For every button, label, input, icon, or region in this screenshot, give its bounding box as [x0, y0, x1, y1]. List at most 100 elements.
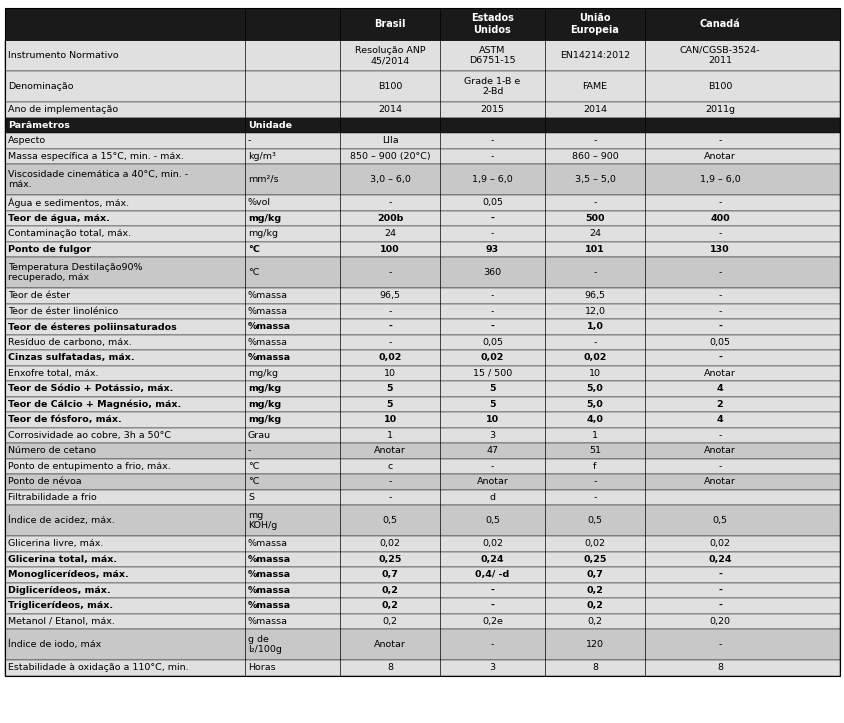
Text: -: -	[717, 586, 721, 595]
Text: 3: 3	[489, 663, 495, 672]
Text: c: c	[387, 462, 392, 471]
Text: 0,05: 0,05	[481, 198, 502, 208]
Text: 0,2: 0,2	[382, 617, 397, 625]
Text: 0,02: 0,02	[379, 539, 400, 548]
Text: kg/m³: kg/m³	[247, 152, 275, 161]
Text: Ponto de névoa: Ponto de névoa	[8, 477, 82, 487]
Text: Resolução ANP
45/2014: Resolução ANP 45/2014	[354, 46, 425, 65]
Text: Denominação: Denominação	[8, 82, 73, 91]
Bar	[5, 366, 839, 381]
Text: 0,02: 0,02	[481, 539, 502, 548]
Text: -: -	[247, 446, 251, 455]
Text: 2: 2	[716, 400, 722, 408]
Text: 24: 24	[383, 229, 396, 239]
Text: %massa: %massa	[247, 539, 288, 548]
Text: -: -	[388, 268, 392, 277]
Text: 0,7: 0,7	[381, 570, 398, 579]
Text: -: -	[592, 477, 596, 487]
Text: B100: B100	[377, 82, 402, 91]
Text: 0,02: 0,02	[709, 539, 729, 548]
Text: 0,2: 0,2	[587, 617, 602, 625]
Bar	[5, 40, 839, 71]
Text: Canadá: Canadá	[699, 19, 739, 29]
Text: °C: °C	[247, 245, 260, 254]
Text: 0,02: 0,02	[480, 354, 504, 362]
Text: -: -	[717, 462, 721, 471]
Text: 5,0: 5,0	[586, 400, 603, 408]
Text: 15 / 500: 15 / 500	[473, 369, 511, 377]
Text: -: -	[490, 586, 494, 595]
Text: Monoglicerídeos, máx.: Monoglicerídeos, máx.	[8, 570, 128, 579]
Bar	[5, 458, 839, 474]
Text: 10: 10	[485, 415, 499, 424]
Text: B100: B100	[707, 82, 731, 91]
Text: -: -	[717, 640, 721, 649]
Bar	[5, 614, 839, 629]
Text: d: d	[489, 493, 495, 502]
Text: 51: 51	[588, 446, 600, 455]
Text: 96,5: 96,5	[379, 291, 400, 300]
Text: °C: °C	[247, 462, 259, 471]
Text: Ponto de entupimento a frio, máx.: Ponto de entupimento a frio, máx.	[8, 462, 170, 471]
Bar	[5, 71, 839, 102]
Text: mg/kg: mg/kg	[247, 214, 281, 223]
Bar	[5, 583, 839, 598]
Text: -: -	[388, 338, 392, 347]
Text: mg/kg: mg/kg	[247, 400, 281, 408]
Text: 1,9 – 6,0: 1,9 – 6,0	[699, 175, 739, 184]
Text: Brasil: Brasil	[374, 19, 405, 29]
Text: %vol: %vol	[247, 198, 271, 208]
Text: 0,4/ -d: 0,4/ -d	[475, 570, 509, 579]
Text: Corrosividade ao cobre, 3h a 50°C: Corrosividade ao cobre, 3h a 50°C	[8, 431, 170, 440]
Text: -: -	[717, 570, 721, 579]
Bar	[5, 443, 839, 458]
Text: Parâmetros: Parâmetros	[8, 121, 70, 129]
Text: 5,0: 5,0	[586, 384, 603, 393]
Bar	[5, 102, 839, 118]
Text: -: -	[490, 152, 494, 161]
Bar	[5, 226, 839, 241]
Text: 10: 10	[383, 369, 396, 377]
Text: 1,9 – 6,0: 1,9 – 6,0	[472, 175, 512, 184]
Bar	[5, 427, 839, 443]
Text: Cinzas sulfatadas, máx.: Cinzas sulfatadas, máx.	[8, 354, 134, 362]
Bar	[5, 412, 839, 427]
Text: 0,2: 0,2	[381, 586, 398, 595]
Text: 10: 10	[588, 369, 600, 377]
Text: 0,24: 0,24	[480, 555, 504, 564]
Bar	[5, 195, 839, 210]
Bar	[5, 396, 839, 412]
Text: Ano de implementação: Ano de implementação	[8, 106, 118, 114]
Text: -: -	[592, 338, 596, 347]
Text: 400: 400	[709, 214, 729, 223]
Text: Teor de Sódio + Potássio, máx.: Teor de Sódio + Potássio, máx.	[8, 384, 173, 393]
Bar	[5, 210, 839, 226]
Text: -: -	[717, 229, 721, 239]
Text: mg/kg: mg/kg	[247, 229, 278, 239]
Text: Contaminação total, máx.: Contaminação total, máx.	[8, 229, 131, 239]
Text: 3,5 – 5,0: 3,5 – 5,0	[574, 175, 614, 184]
Text: 0,25: 0,25	[582, 555, 606, 564]
Text: 0,02: 0,02	[582, 354, 606, 362]
Text: Teor de ésteres poliinsaturados: Teor de ésteres poliinsaturados	[8, 322, 176, 332]
Text: Teor de Cálcio + Magnésio, máx.: Teor de Cálcio + Magnésio, máx.	[8, 400, 181, 409]
Text: %massa: %massa	[247, 291, 288, 300]
Text: Anotar: Anotar	[703, 152, 735, 161]
Bar	[5, 505, 839, 536]
Bar	[5, 8, 839, 40]
Text: 0,5: 0,5	[711, 516, 727, 525]
Text: Enxofre total, máx.: Enxofre total, máx.	[8, 369, 99, 377]
Text: Anotar: Anotar	[476, 477, 508, 487]
Text: -: -	[717, 291, 721, 300]
Text: 2015: 2015	[480, 106, 504, 114]
Text: 8: 8	[387, 663, 392, 672]
Text: 24: 24	[588, 229, 600, 239]
Text: f: f	[592, 462, 596, 471]
Text: %massa: %massa	[247, 570, 291, 579]
Text: mg
KOH/g: mg KOH/g	[247, 511, 277, 530]
Text: 0,5: 0,5	[382, 516, 397, 525]
Text: mg/kg: mg/kg	[247, 369, 278, 377]
Bar	[5, 133, 839, 148]
Text: Teor de água, máx.: Teor de água, máx.	[8, 214, 110, 223]
Text: Teor de fósforo, máx.: Teor de fósforo, máx.	[8, 415, 122, 424]
